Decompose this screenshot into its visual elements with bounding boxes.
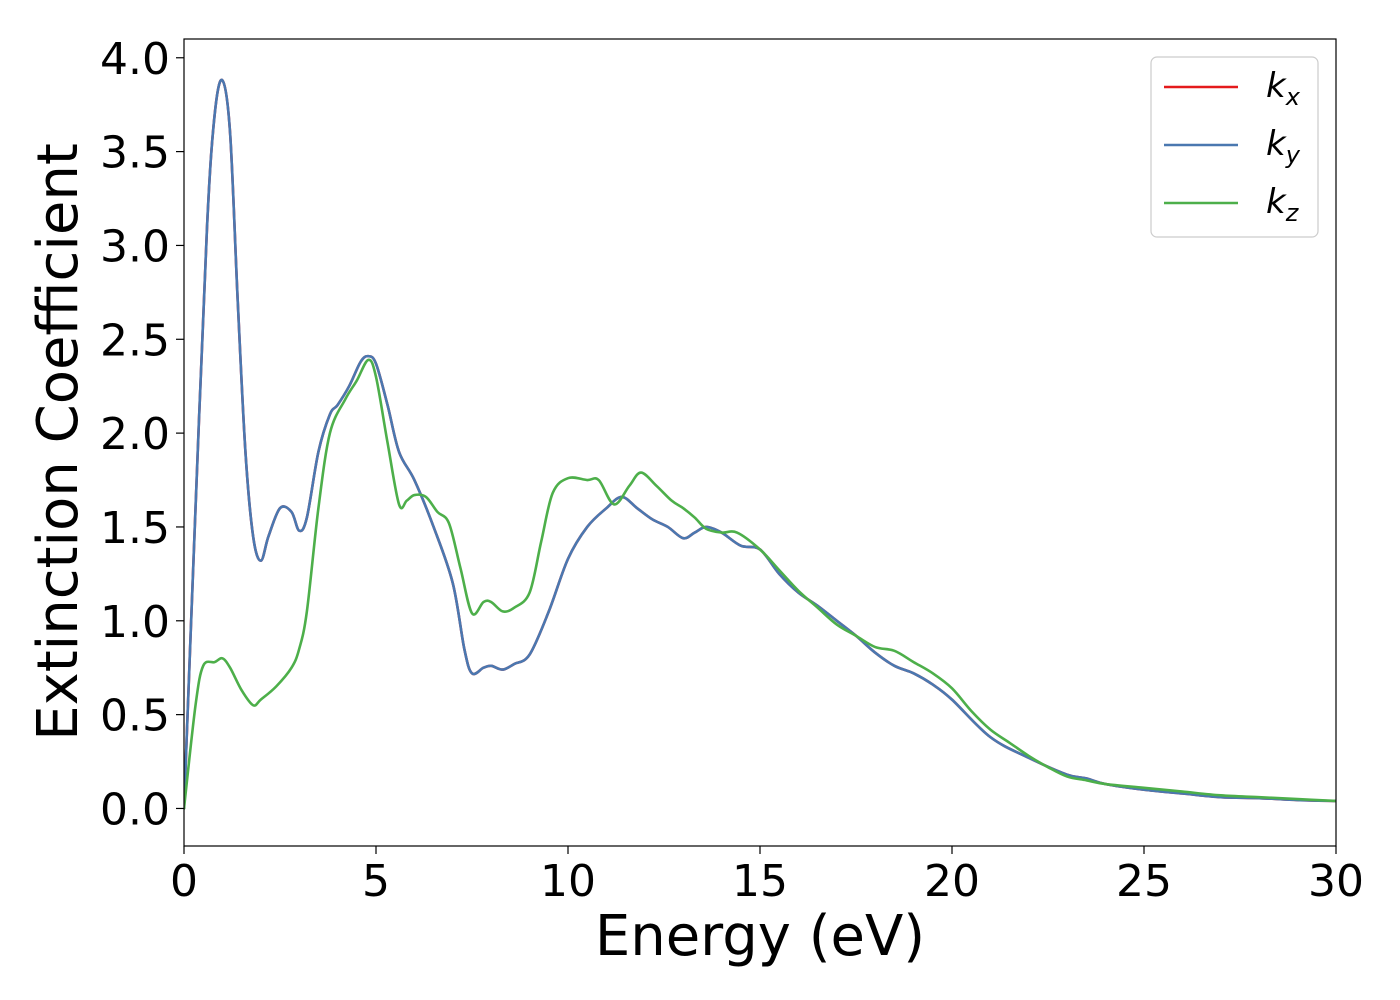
y-tick-label: 1.0 [100, 597, 170, 648]
y-tick-label: 0.0 [100, 784, 170, 835]
y-tick-label: 3.0 [100, 221, 170, 272]
legend-label-subscript: z [1285, 199, 1300, 227]
legend-label-subscript: x [1285, 83, 1301, 111]
plot-area [184, 78, 1336, 810]
x-axis: 0 5 10 15 20 25 30 [170, 846, 1364, 907]
x-tick-label: 10 [540, 856, 596, 907]
y-tick-label: 2.5 [100, 315, 170, 366]
x-axis-label: Energy (eV) [595, 904, 925, 969]
series-line-ky [184, 78, 1336, 810]
legend-label-kx: kx [1266, 66, 1301, 111]
legend-label-subscript: y [1285, 141, 1301, 169]
x-tick-label: 5 [362, 856, 390, 907]
y-tick-label: 0.5 [100, 691, 170, 742]
x-tick-label: 30 [1308, 856, 1364, 907]
x-tick-label: 25 [1116, 856, 1172, 907]
series-line-kz [184, 358, 1336, 810]
y-tick-label: 3.5 [100, 128, 170, 179]
legend-label-main: k [1266, 66, 1287, 106]
legend-label-main: k [1266, 124, 1287, 164]
y-tick-label: 1.5 [100, 503, 170, 554]
legend-box [1150, 56, 1319, 238]
y-tick-label: 2.0 [100, 409, 170, 460]
y-axis-label: Extinction Coefficient [26, 143, 91, 741]
x-tick-label: 20 [924, 856, 980, 907]
y-axis: 0.0 0.5 1.0 1.5 2.0 2.5 3.0 3.5 4.0 [100, 34, 184, 835]
legend-label-kz: kz [1266, 182, 1300, 227]
y-tick-label: 4.0 [100, 34, 170, 85]
legend-label-ky: ky [1266, 124, 1301, 169]
series-layer [184, 78, 1336, 810]
x-tick-label: 15 [732, 856, 788, 907]
x-tick-label: 0 [170, 856, 198, 907]
legend-label-main: k [1266, 182, 1287, 222]
